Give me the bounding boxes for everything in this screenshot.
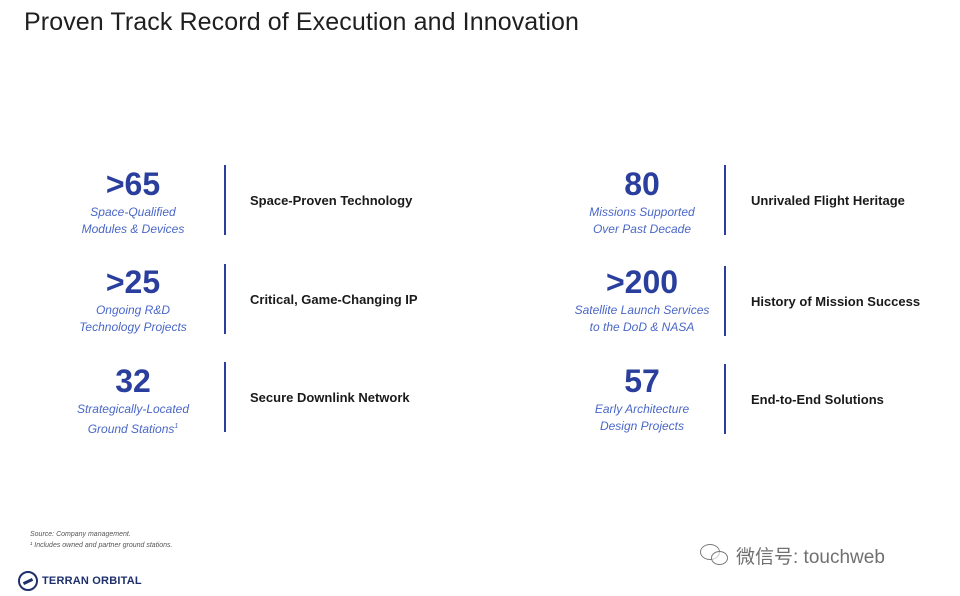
- stat-divider: [724, 165, 726, 235]
- stat-description-line: Design Projects: [599, 419, 685, 433]
- stat-description-line: Missions Supported: [589, 205, 695, 219]
- stat-description-line: Ground Stations1: [0, 418, 373, 438]
- stat-description: Early Architecture Design Projects: [402, 401, 882, 435]
- stat-label: History of Mission Success: [751, 294, 921, 309]
- footnote-source: Source: Company management.: [30, 531, 131, 538]
- stat-description: Missions Supported Over Past Decade: [402, 204, 882, 238]
- stat-description: Satellite Launch Services to the DoD & N…: [402, 302, 882, 336]
- stat-description-line: Modules & Devices: [81, 222, 185, 236]
- stat-label: Unrivaled Flight Heritage: [751, 193, 905, 208]
- page-title: Proven Track Record of Execution and Inn…: [24, 8, 580, 36]
- stat-description: Ongoing R&D Technology Projects: [0, 302, 373, 336]
- stat-block: >25 Ongoing R&D Technology Projects: [0, 264, 373, 344]
- stat-block: 80 Missions Supported Over Past Decade: [402, 166, 882, 246]
- stat-divider: [224, 362, 226, 432]
- stat-divider: [724, 266, 726, 336]
- stat-description: Space-Qualified Modules & Devices: [0, 204, 373, 238]
- stat-block: 57 Early Architecture Design Projects: [402, 363, 882, 443]
- watermark: 微信号: touchweb: [700, 541, 885, 569]
- stat-number: >25: [105, 264, 161, 300]
- stat-block: 32 Strategically-Located Ground Stations…: [0, 363, 373, 443]
- stat-number: 32: [115, 363, 151, 399]
- stat-block: >200 Satellite Launch Services to the Do…: [402, 264, 882, 344]
- stat-description-line: Technology Projects: [79, 320, 187, 334]
- stat-label: End-to-End Solutions: [751, 392, 884, 407]
- watermark-text: 微信号: touchweb: [736, 546, 885, 568]
- stat-number: 80: [624, 166, 660, 202]
- stat-divider: [724, 364, 726, 434]
- stat-divider: [224, 165, 226, 235]
- wechat-icon: [700, 544, 730, 566]
- stat-description-line: Space-Qualified: [90, 205, 176, 219]
- terran-orbital-logo-icon: [18, 571, 38, 591]
- stat-number: 57: [624, 363, 660, 399]
- stat-description-line: Ongoing R&D: [95, 303, 171, 317]
- stat-label: Critical, Game-Changing IP: [250, 292, 418, 307]
- stat-description-text: Ground Stations: [87, 422, 175, 436]
- stat-description-line: Strategically-Located: [76, 402, 190, 416]
- stat-block: >65 Space-Qualified Modules & Devices: [0, 166, 373, 246]
- stat-number: >65: [105, 166, 161, 202]
- footnote-marker: 1: [174, 423, 179, 430]
- stat-description-line: Satellite Launch Services: [574, 303, 710, 317]
- stat-number: >200: [605, 264, 679, 300]
- stat-divider: [224, 264, 226, 334]
- footnote-1: ¹ Includes owned and partner ground stat…: [30, 542, 173, 549]
- logo-text: TERRAN ORBITAL: [42, 575, 142, 587]
- company-logo: TERRAN ORBITAL: [18, 570, 142, 592]
- stat-description-line: Early Architecture: [594, 402, 690, 416]
- stat-label: Secure Downlink Network: [250, 390, 410, 405]
- stat-description-line: to the DoD & NASA: [589, 320, 695, 334]
- stat-description: Strategically-Located Ground Stations1: [0, 401, 373, 438]
- stat-description-line: Over Past Decade: [592, 222, 692, 236]
- stat-label: Space-Proven Technology: [250, 193, 413, 208]
